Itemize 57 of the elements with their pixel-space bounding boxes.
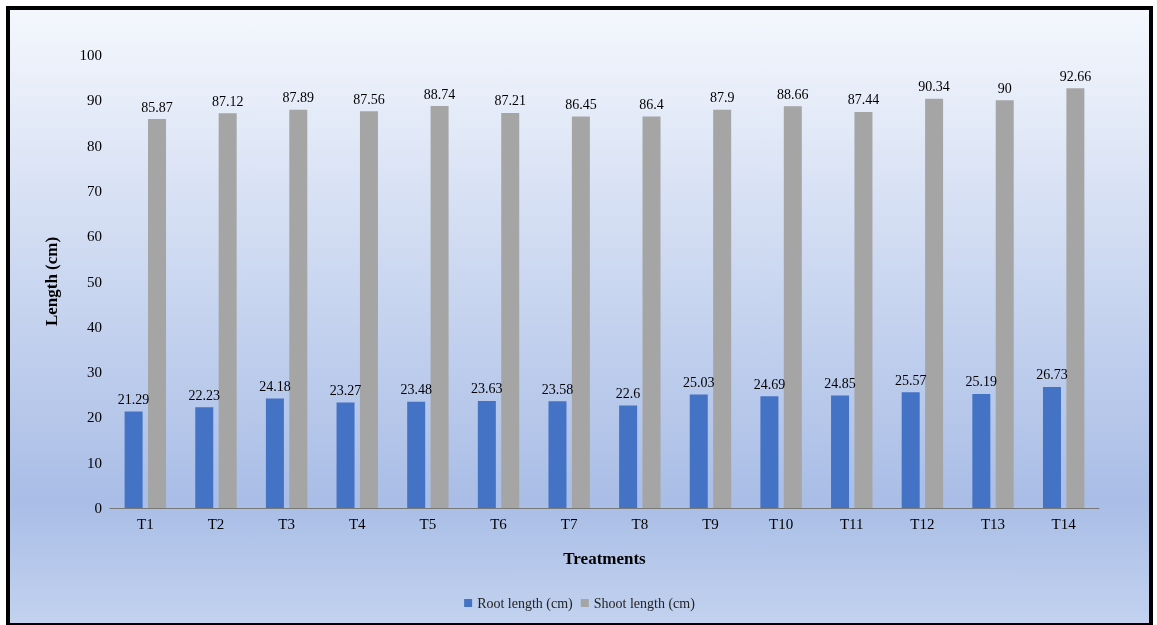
data-label: 87.56: [353, 91, 385, 107]
data-label: 90: [997, 80, 1012, 96]
x-tick-label: T2: [207, 515, 225, 532]
data-label: 23.27: [329, 383, 362, 399]
data-label: 24.69: [753, 376, 786, 392]
y-tick-label: 70: [87, 182, 102, 199]
x-tick-label: T7: [560, 515, 579, 532]
y-axis-title: Length (cm): [42, 236, 61, 327]
data-label: 24.85: [824, 375, 856, 391]
x-tick-label: T10: [769, 515, 794, 532]
x-tick-label: T5: [419, 515, 437, 532]
y-tick-label: 60: [87, 228, 102, 245]
data-label: 87.89: [282, 90, 315, 106]
y-tick-label: 90: [87, 92, 102, 109]
x-tick-label: T4: [348, 515, 367, 532]
data-label: 22.6: [615, 386, 641, 402]
data-label: 21.29: [117, 392, 150, 408]
y-tick-label: 0: [94, 500, 102, 516]
data-label: 88.74: [423, 86, 456, 102]
x-tick-label: T9: [702, 515, 719, 532]
y-tick-label: 40: [87, 318, 102, 335]
legend-label: Root length (cm): [477, 595, 574, 612]
x-tick-label: T11: [839, 515, 864, 532]
data-label: 23.58: [541, 381, 574, 397]
x-tick-label: T6: [490, 515, 508, 532]
data-label: 87.44: [847, 92, 880, 108]
data-label: 22.23: [188, 387, 221, 403]
data-label: 87.12: [211, 93, 244, 109]
data-label: 25.57: [894, 372, 927, 388]
data-label: 24.18: [259, 378, 291, 394]
y-tick-label: 100: [79, 47, 102, 63]
legend-label: Shoot length (cm): [593, 595, 696, 612]
data-label: 92.66: [1059, 68, 1092, 84]
x-tick-label: T13: [980, 515, 1006, 532]
data-label: 87.9: [709, 90, 735, 106]
x-tick-label: T12: [910, 515, 935, 532]
x-tick-label: T14: [1051, 515, 1077, 532]
x-axis-title: Treatments: [563, 549, 647, 568]
y-tick-label: 10: [87, 454, 102, 471]
x-tick-label: T8: [631, 515, 649, 532]
data-label: 90.34: [918, 79, 950, 95]
data-label: 26.73: [1036, 367, 1068, 383]
x-tick-label: T1: [136, 515, 154, 532]
y-tick-label: 20: [87, 409, 102, 426]
y-tick-label: 30: [87, 364, 102, 381]
y-tick-label: 50: [87, 273, 102, 290]
data-label: 23.63: [471, 381, 503, 397]
data-label: 87.21: [494, 93, 526, 109]
data-label: 23.48: [400, 382, 432, 398]
data-label: 25.19: [965, 374, 998, 390]
data-label: 85.87: [141, 99, 173, 115]
data-label: 86.4: [639, 97, 664, 113]
data-label: 88.66: [777, 86, 809, 102]
x-tick-label: T3: [278, 515, 295, 532]
y-tick-label: 80: [87, 137, 102, 154]
data-label: 25.03: [683, 375, 715, 391]
data-label: 86.45: [565, 96, 597, 112]
